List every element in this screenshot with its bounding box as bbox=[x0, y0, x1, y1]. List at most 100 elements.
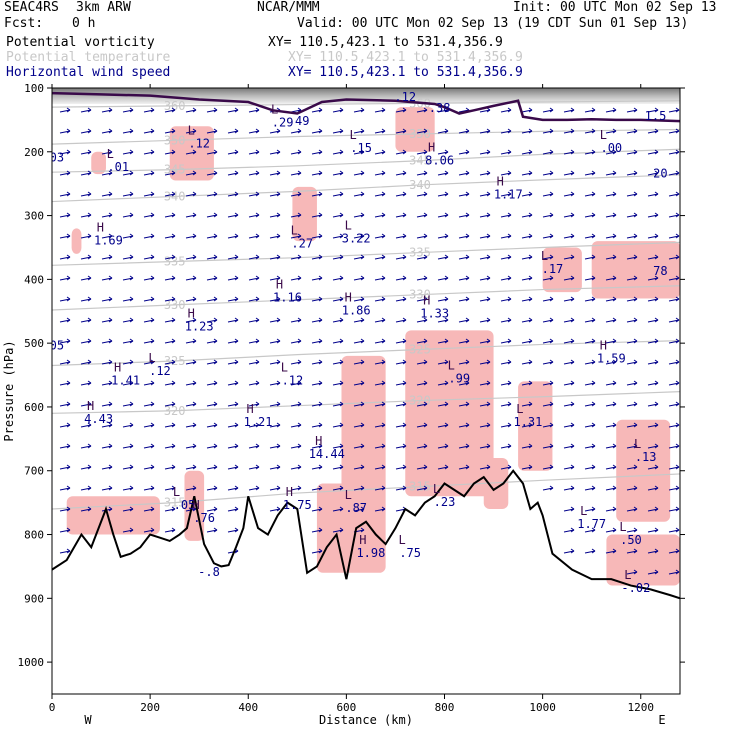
wind-vector-head bbox=[108, 464, 113, 470]
wind-vector-head bbox=[612, 212, 617, 218]
wind-vector bbox=[353, 193, 365, 197]
wind-vector-head bbox=[591, 359, 596, 365]
wind-vector bbox=[374, 130, 386, 134]
wind-vector-head bbox=[486, 212, 491, 218]
wind-vector-head bbox=[171, 254, 176, 260]
wind-vector-head bbox=[507, 107, 512, 113]
wind-vector bbox=[605, 172, 617, 176]
wind-vector-head bbox=[654, 485, 659, 491]
extremum-type-H: H bbox=[192, 498, 199, 512]
wind-vector bbox=[80, 235, 92, 239]
wind-vector-head bbox=[675, 443, 680, 449]
wind-vector bbox=[521, 361, 533, 365]
wind-vector bbox=[374, 193, 386, 197]
wind-vector bbox=[248, 214, 260, 218]
wind-vector bbox=[458, 445, 470, 449]
wind-vector-head bbox=[549, 443, 554, 449]
wind-vector bbox=[122, 382, 134, 386]
wind-vector bbox=[500, 298, 512, 302]
wind-vector-head bbox=[276, 296, 281, 302]
wind-vector bbox=[353, 109, 365, 113]
plot-frame bbox=[51, 87, 681, 695]
wind-vector bbox=[647, 529, 659, 533]
field-xy-theta: XY= 110.5,423.1 to 531.4,356.9 bbox=[288, 50, 523, 65]
wind-vector bbox=[80, 193, 92, 197]
wind-vector bbox=[185, 235, 197, 239]
wind-vector bbox=[101, 361, 113, 365]
wind-vector-head bbox=[213, 212, 218, 218]
wind-vector bbox=[584, 403, 596, 407]
wind-vector bbox=[164, 382, 176, 386]
field-xy-pv: XY= 110.5,423.1 to 531.4,356.9 bbox=[268, 35, 503, 50]
extremum-type-L: L bbox=[541, 249, 548, 263]
wind-vector bbox=[206, 235, 218, 239]
extremum-type-H: H bbox=[97, 220, 104, 234]
wind-vector bbox=[185, 403, 197, 407]
x-tick-label: 1200 bbox=[628, 701, 655, 714]
wind-vector-head bbox=[66, 359, 71, 365]
wind-vector bbox=[626, 172, 638, 176]
wind-vector-head bbox=[507, 191, 512, 197]
wind-vector bbox=[521, 109, 533, 113]
wind-vector bbox=[332, 172, 344, 176]
wind-vector bbox=[605, 445, 617, 449]
wind-vector-head bbox=[507, 254, 512, 260]
wind-vector-head bbox=[276, 506, 281, 512]
wind-vector-head bbox=[129, 317, 134, 323]
wind-vector-head bbox=[675, 485, 680, 491]
wind-vector bbox=[80, 298, 92, 302]
wind-vector-head bbox=[528, 338, 533, 344]
wind-vector-head bbox=[66, 338, 71, 344]
wind-vector bbox=[668, 109, 680, 113]
wind-vector bbox=[626, 298, 638, 302]
wind-vector bbox=[59, 151, 71, 155]
init-time: Init: 00 UTC Mon 02 Sep 13 bbox=[513, 0, 717, 15]
wind-vector-head bbox=[675, 380, 680, 386]
wind-vector-head bbox=[150, 506, 155, 512]
wind-vector bbox=[647, 235, 659, 239]
wind-vector bbox=[353, 382, 365, 386]
wind-vector-head bbox=[381, 275, 386, 281]
wind-vector-head bbox=[402, 275, 407, 281]
wind-vector bbox=[101, 424, 113, 428]
wind-vector-head bbox=[318, 338, 323, 344]
wind-vector-head bbox=[654, 170, 659, 176]
wind-vector bbox=[143, 424, 155, 428]
wind-vector-head bbox=[465, 233, 470, 239]
wind-vector bbox=[80, 487, 92, 491]
wind-vector bbox=[206, 256, 218, 260]
wind-vector bbox=[143, 487, 155, 491]
wind-vector bbox=[668, 382, 680, 386]
wind-vector bbox=[437, 130, 449, 134]
wind-vector-head bbox=[570, 191, 575, 197]
wind-vector bbox=[185, 298, 197, 302]
wind-vector-head bbox=[318, 359, 323, 365]
wind-vector bbox=[143, 277, 155, 281]
wind-vector bbox=[458, 298, 470, 302]
wind-vector bbox=[59, 466, 71, 470]
wind-vector-head bbox=[402, 254, 407, 260]
wind-vector-head bbox=[108, 359, 113, 365]
wind-vector bbox=[332, 151, 344, 155]
fcst-value: 0 h bbox=[72, 16, 96, 31]
x-tick-label: 400 bbox=[238, 701, 258, 714]
wind-vector bbox=[143, 109, 155, 113]
extremum-type-H: H bbox=[315, 434, 322, 448]
extremum-type-L: L bbox=[580, 504, 587, 518]
wind-vector bbox=[626, 529, 638, 533]
wind-vector bbox=[248, 235, 260, 239]
wind-vector bbox=[227, 256, 239, 260]
wind-vector-head bbox=[444, 401, 449, 407]
wind-vector bbox=[479, 214, 491, 218]
wind-vector bbox=[647, 319, 659, 323]
y-tick-label: 700 bbox=[24, 465, 44, 478]
wind-vector-head bbox=[276, 170, 281, 176]
wind-vector bbox=[143, 130, 155, 134]
wind-vector-head bbox=[423, 317, 428, 323]
wind-vector bbox=[668, 466, 680, 470]
wind-vector-head bbox=[213, 170, 218, 176]
wind-vector-head bbox=[654, 128, 659, 134]
wind-vector-head bbox=[255, 380, 260, 386]
wind-vector bbox=[500, 340, 512, 344]
wind-vector-head bbox=[591, 464, 596, 470]
